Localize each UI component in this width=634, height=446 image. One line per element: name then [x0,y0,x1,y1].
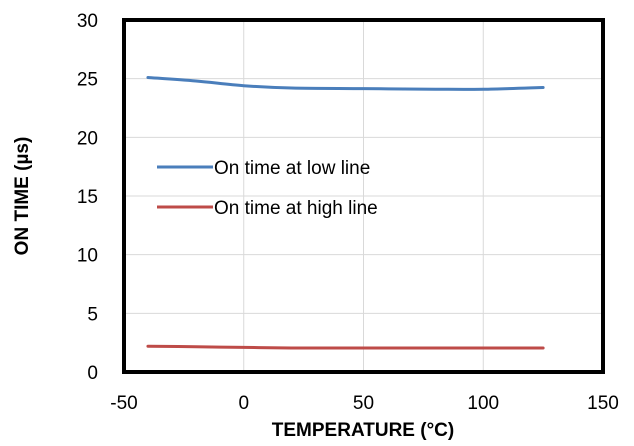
x-tick-label: 0 [238,393,249,414]
y-tick-label: 0 [87,363,98,384]
legend-label-2: On time at high line [214,198,378,219]
grid-lines [124,20,603,372]
series-line-1 [146,75,545,91]
plot-frame [122,18,605,374]
y-tick-label: 10 [77,246,98,267]
legend-label-1: On time at low line [214,158,370,179]
y-tick-label: 15 [77,187,98,208]
series-layer [146,75,545,350]
series-line-2 [146,344,545,350]
x-tick-label: -50 [110,393,137,414]
y-tick-label: 20 [77,128,98,149]
x-tick-label: 100 [467,393,499,414]
x-axis-title: TEMPERATURE (°C) [272,420,454,441]
y-axis-title: ON TIME (µs) [12,137,33,256]
y-tick-label: 25 [77,70,98,91]
x-tick-label: 150 [587,393,619,414]
x-tick-label: 50 [353,393,374,414]
x-tick-labels: -50 0 50 100 150 [110,393,619,414]
y-tick-labels: 0 5 10 15 20 25 30 [77,11,98,384]
y-tick-label: 30 [77,11,98,32]
y-tick-label: 5 [87,304,98,325]
legend: On time at low line On time at high line [157,158,378,219]
